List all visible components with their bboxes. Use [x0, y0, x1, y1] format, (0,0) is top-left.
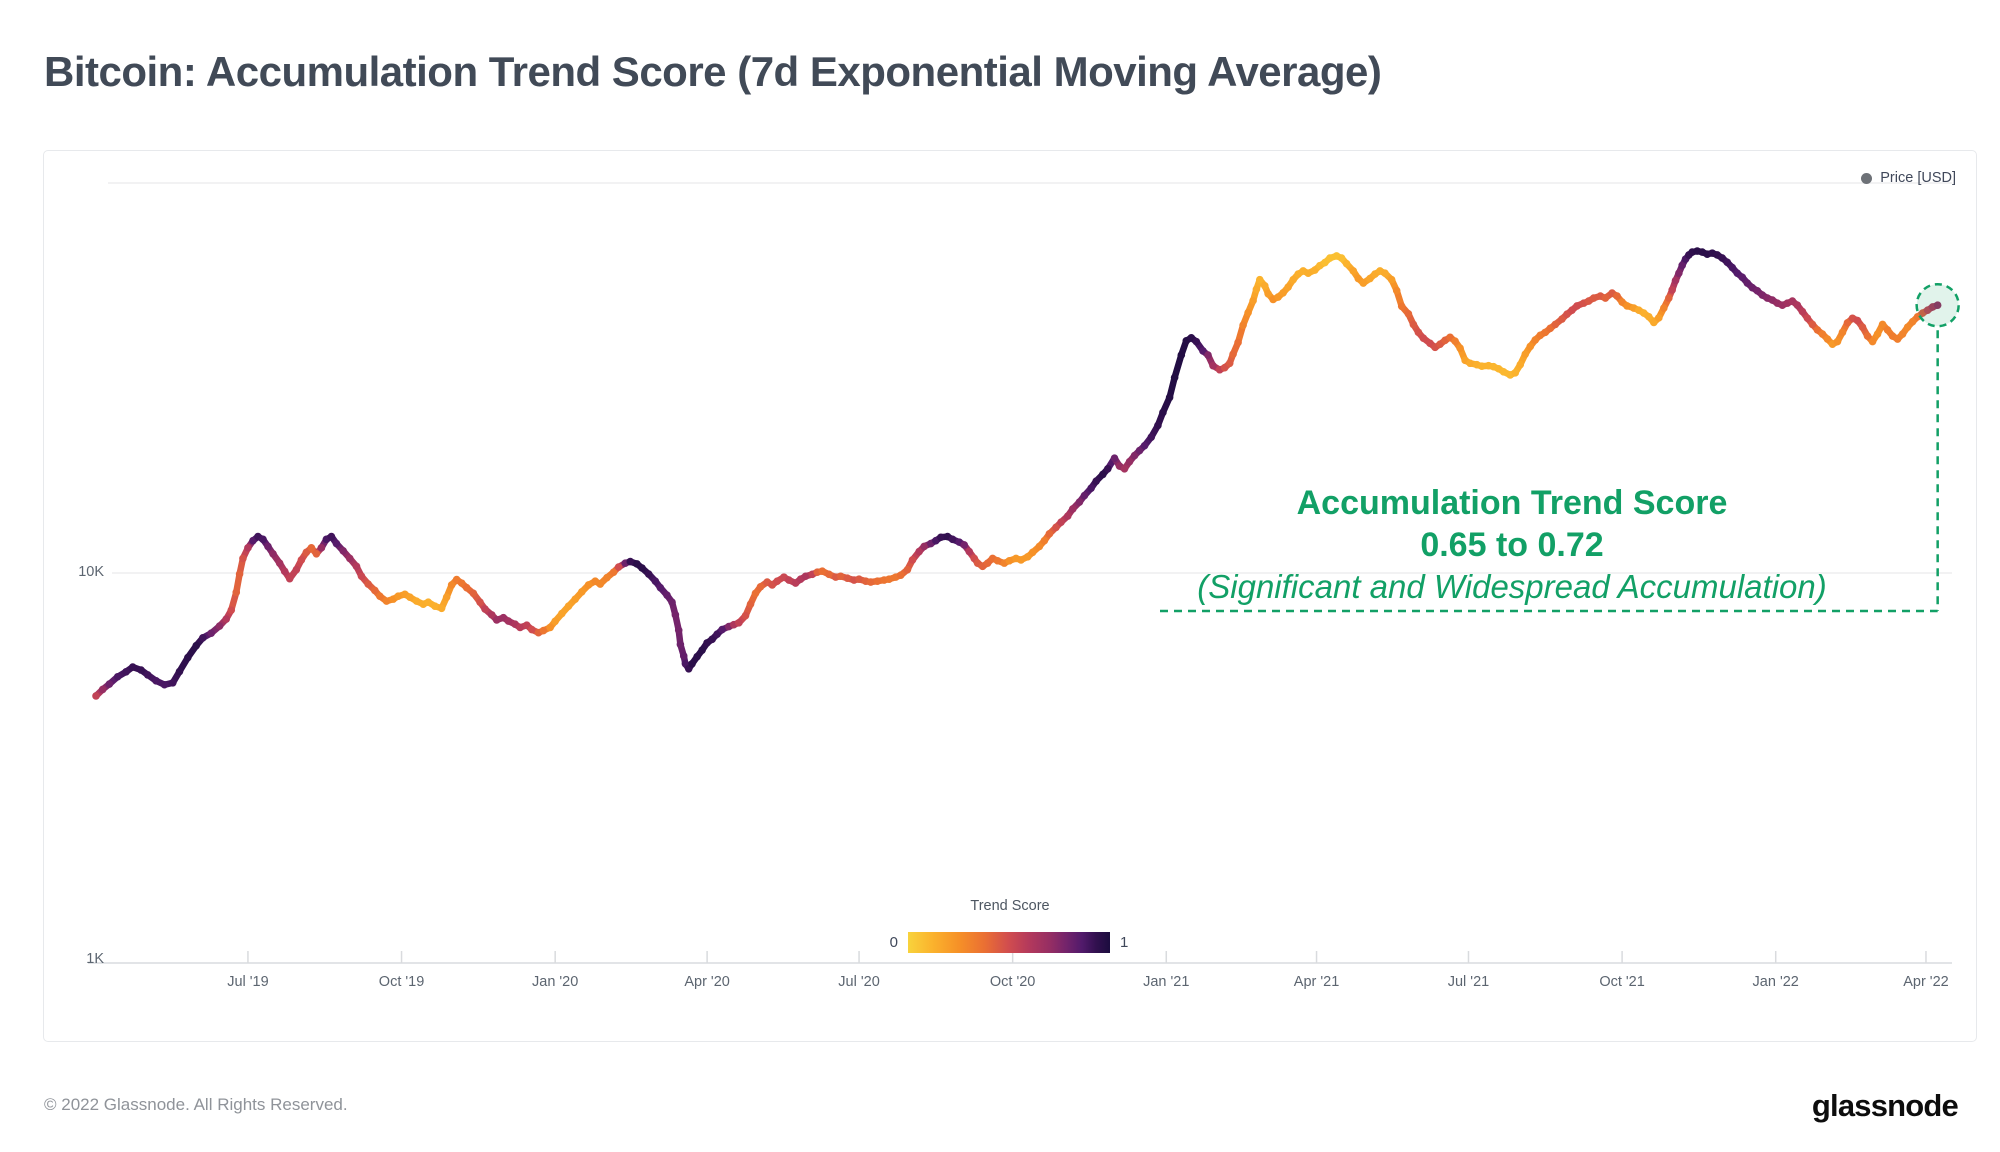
- x-axis-label: Jan '21: [1143, 974, 1190, 990]
- x-axis-label: Oct '19: [378, 974, 425, 990]
- x-axis-label: Jul '19: [227, 974, 269, 990]
- colorbar-gradient: [908, 932, 1110, 953]
- x-axis-label: Oct '20: [989, 974, 1036, 990]
- colorbar-max-label: 1: [1120, 934, 1129, 951]
- x-axis-label: Jul '20: [838, 974, 880, 990]
- annotation-value-range: 0.65 to 0.72: [1420, 526, 1604, 564]
- x-axis-label: Apr '20: [684, 974, 730, 990]
- y-axis-label: 10K: [78, 564, 104, 580]
- legend-item-price[interactable]: Price [USD]: [1700, 166, 1956, 190]
- colorbar-min-label: 0: [889, 934, 898, 951]
- annotation-subtitle: (Significant and Widespread Accumulation…: [1197, 568, 1827, 605]
- x-axis-label: Jan '22: [1752, 974, 1799, 990]
- chart-card: [43, 150, 1977, 1042]
- page-title: Bitcoin: Accumulation Trend Score (7d Ex…: [44, 48, 1382, 95]
- annotation-callout: Accumulation Trend Score 0.65 to 0.72 (S…: [1062, 482, 1962, 608]
- footer-copyright: © 2022 Glassnode. All Rights Reserved.: [44, 1095, 348, 1114]
- y-axis-label: 1K: [86, 951, 104, 967]
- annotation-title: Accumulation Trend Score: [1296, 484, 1728, 522]
- x-axis-label: Jan '20: [532, 974, 579, 990]
- glassnode-logo: glassnode: [1811, 1088, 1959, 1123]
- colorbar-title: Trend Score: [970, 898, 1050, 914]
- legend-price-dot-icon: [1861, 172, 1873, 184]
- x-axis-label: Oct '21: [1599, 974, 1645, 990]
- x-axis-label: Apr '22: [1903, 974, 1949, 990]
- x-axis-label: Jul '21: [1447, 974, 1490, 990]
- x-axis-label: Apr '21: [1293, 974, 1340, 990]
- legend-price-label: Price [USD]: [1880, 170, 1956, 186]
